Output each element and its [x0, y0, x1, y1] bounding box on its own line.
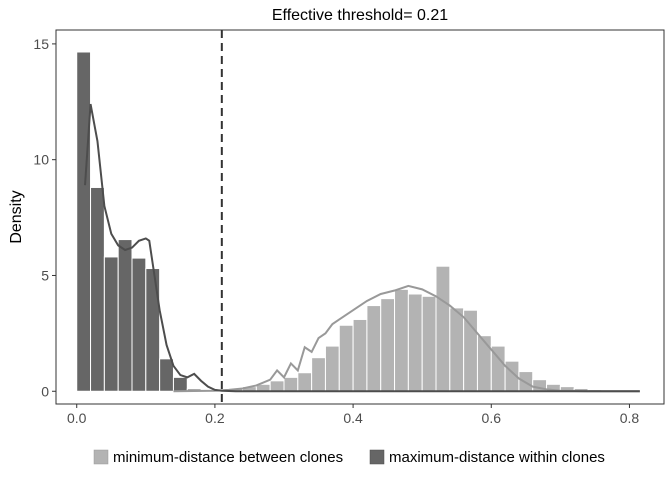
chart-title: Effective threshold= 0.21 [272, 7, 448, 24]
y-tick-label-1: 0 [41, 383, 49, 399]
legend-key-series-2 [369, 449, 385, 465]
bar-series-1-bin-24 [394, 288, 409, 392]
bar-series-1-bin-20 [338, 324, 354, 392]
bar-series-1-bin-25 [407, 293, 423, 392]
bar-series-1-bin-22 [366, 305, 382, 392]
y-tick-label-2: 5 [41, 267, 49, 283]
y-tick-label-4: 15 [33, 36, 49, 52]
x-tick-label-5: 0.8 [620, 410, 640, 426]
bar-series-1-bin-18 [311, 357, 326, 392]
legend-key-series-1 [93, 449, 109, 465]
x-tick-label-1: 0.0 [67, 410, 87, 426]
bar-series-1-bin-26 [421, 295, 437, 392]
x-axis-ticks: 0.0 0.2 0.4 0.6 0.8 [67, 404, 639, 426]
histogram-bars [76, 51, 644, 392]
bar-series-2-bin-2 [90, 186, 105, 392]
legend-label-series-2: maximum-distance within clones [389, 449, 605, 466]
x-tick-label-4: 0.6 [482, 410, 502, 426]
bar-series-2-bin-3 [103, 256, 119, 392]
density-curve-series-1 [173, 284, 640, 393]
bar-series-1-bin-15 [269, 380, 285, 392]
x-tick-label-3: 0.4 [343, 410, 363, 426]
bar-series-2-bin-6 [145, 268, 161, 392]
x-tick-label-2: 0.2 [205, 410, 225, 426]
bar-series-2-bin-7 [159, 358, 174, 392]
bar-series-1-bin-16 [283, 376, 299, 392]
bar-series-1-bin-21 [352, 318, 368, 392]
bar-series-1-bin-17 [297, 372, 313, 392]
bar-series-2-bin-4 [117, 239, 133, 392]
bar-series-1-bin-28 [449, 307, 465, 392]
bar-series-1-bin-23 [380, 298, 396, 392]
y-axis-ticks: 0 5 10 15 [33, 36, 56, 399]
density-curves [84, 103, 640, 393]
bar-series-2-bin-8 [172, 376, 188, 392]
density-curve-series-2 [84, 103, 640, 393]
bar-series-1-bin-30 [476, 335, 492, 392]
y-tick-label-3: 10 [33, 152, 49, 168]
bar-series-1-bin-29 [463, 309, 478, 392]
legend-label-series-1: minimum-distance between clones [113, 449, 343, 466]
plot-panel-border [55, 29, 665, 405]
y-axis-title: Density [8, 190, 25, 243]
bar-series-1-bin-19 [324, 345, 340, 392]
bar-series-1-bin-27 [435, 265, 451, 392]
bar-series-2-bin-1 [76, 51, 92, 392]
legend: minimum-distance between clones maximum-d… [93, 449, 605, 466]
bar-series-2-bin-5 [131, 257, 147, 392]
